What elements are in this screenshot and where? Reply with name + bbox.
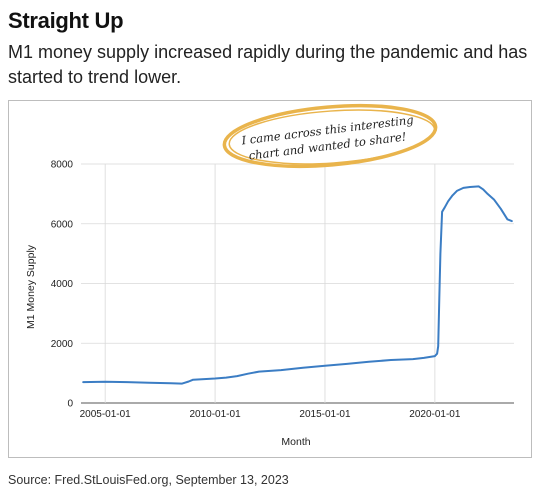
annotation-ring-inner [228, 109, 436, 165]
x-tick-label: 2010-01-01 [189, 409, 241, 420]
x-axis-label: Month [281, 436, 310, 448]
series-line [82, 185, 513, 385]
axes: 0 2000 4000 6000 8000 2005-01-01 2010-01-01 201… [51, 160, 461, 421]
x-tick-label: 2015-01-01 [299, 409, 351, 420]
source-note: Source: Fred.StLouisFed.org, September 1… [8, 473, 289, 487]
x-tick-label: 2020-01-01 [409, 409, 461, 420]
annotation-ring [222, 103, 438, 169]
y-tick-label: 4000 [51, 279, 74, 290]
y-tick-label: 8000 [51, 160, 74, 171]
y-tick-label: 2000 [51, 339, 74, 350]
chart-frame [8, 100, 532, 458]
line-chart: 0 2000 4000 6000 8000 2005-01-01 2010-01-01 201… [25, 103, 514, 448]
series-layer [82, 185, 513, 385]
y-tick-label: 6000 [51, 219, 74, 230]
chart-subtitle: M1 money supply increased rapidly during… [8, 42, 528, 87]
y-axis-label: M1 Money Supply [25, 244, 37, 329]
handwritten-note: I came across this interesting chart and… [222, 103, 438, 169]
y-tick-label: 0 [67, 399, 73, 410]
x-tick-label: 2005-01-01 [80, 409, 132, 420]
chart-title: Straight Up [8, 8, 124, 33]
